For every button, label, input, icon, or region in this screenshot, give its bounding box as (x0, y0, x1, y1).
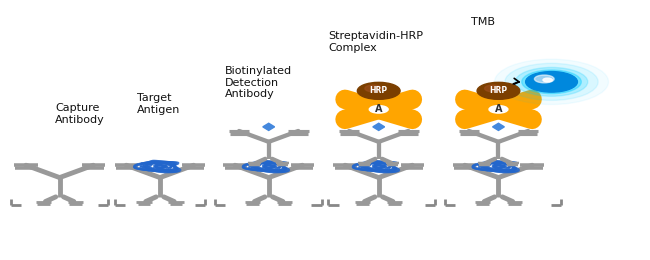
Circle shape (358, 82, 400, 99)
Circle shape (497, 126, 500, 128)
Text: HRP: HRP (370, 86, 388, 95)
Polygon shape (373, 123, 385, 131)
Text: TMB: TMB (471, 17, 495, 27)
Circle shape (505, 63, 598, 100)
Text: Capture
Antibody: Capture Antibody (55, 103, 105, 125)
Circle shape (522, 70, 581, 94)
Circle shape (534, 75, 554, 83)
Circle shape (369, 106, 388, 113)
Circle shape (489, 106, 508, 113)
Circle shape (495, 59, 608, 105)
Circle shape (267, 126, 270, 128)
Circle shape (365, 85, 382, 92)
Circle shape (477, 82, 520, 99)
Text: Streptavidin-HRP
Complex: Streptavidin-HRP Complex (328, 31, 423, 53)
Circle shape (515, 67, 588, 96)
Circle shape (377, 126, 380, 128)
Polygon shape (493, 123, 504, 131)
Text: Target
Antigen: Target Antigen (137, 93, 181, 115)
Text: Biotinylated
Detection
Antibody: Biotinylated Detection Antibody (225, 66, 292, 99)
Circle shape (543, 78, 552, 82)
Circle shape (484, 85, 502, 92)
Text: A: A (375, 104, 382, 114)
Text: HRP: HRP (489, 86, 508, 95)
Text: A: A (495, 104, 502, 114)
Circle shape (526, 72, 577, 92)
Polygon shape (263, 123, 274, 131)
